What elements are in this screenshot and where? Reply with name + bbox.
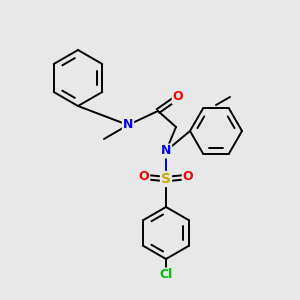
- Text: N: N: [123, 118, 133, 131]
- Text: O: O: [183, 170, 193, 184]
- Text: Cl: Cl: [159, 268, 172, 281]
- Text: S: S: [161, 172, 171, 186]
- Text: O: O: [173, 91, 183, 103]
- Text: N: N: [161, 145, 171, 158]
- Text: O: O: [139, 170, 149, 184]
